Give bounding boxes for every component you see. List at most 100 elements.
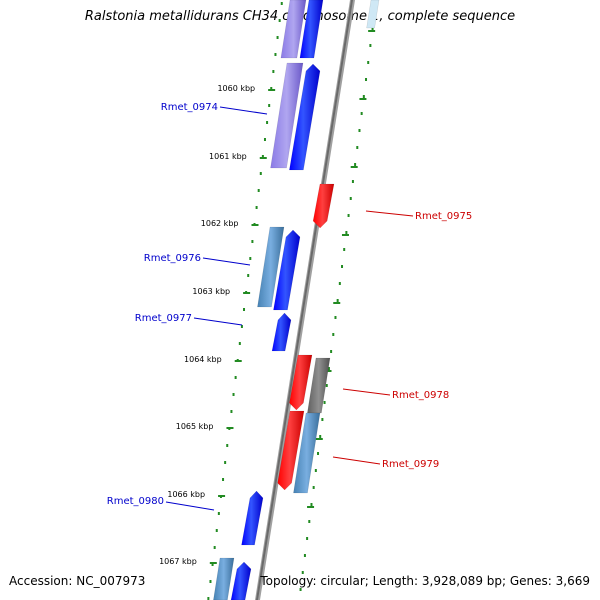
left-track-dot [240,325,243,328]
right-track-dot [330,350,333,353]
right-track-dot [327,367,330,370]
gene-leader-line [332,456,381,465]
right-track-dot [351,180,354,183]
left-major-tick [218,495,226,497]
right-track-dot [332,333,335,336]
cds-arrow-rmet-0979 [277,410,305,491]
right-major-tick [341,234,349,236]
cog-block-bottom [213,557,235,600]
right-track-dot [360,112,363,115]
left-track-dot [222,478,225,481]
tick-label: 1064 kbp [184,355,222,364]
right-track-dot [306,537,309,540]
left-track-dot [263,138,266,141]
topology-text: Topology: circular; Length: 3,928,089 bp… [260,574,590,588]
left-major-tick [226,427,234,429]
left-major-tick [243,292,251,294]
left-major-tick [234,360,242,362]
right-track-dot [365,78,368,81]
left-track-dot [257,189,260,192]
right-major-tick [350,166,358,168]
cds-arrow-rmet-0976 [273,229,301,311]
left-track-dot [207,597,210,600]
tick-label: 1060 kbp [217,84,255,93]
right-track-dot [323,401,326,404]
left-track-dot [226,444,229,447]
gene-leader-line [365,210,414,217]
right-track-dot [312,486,315,489]
feature-arrows [213,0,380,600]
right-track-dot [367,61,370,64]
tick-labels: 1060 kbp 1061 kbp 1062 kbp 1063 kbp 1064 kbp… [159,84,255,566]
cds-arrow-rmet-0975 [312,183,335,229]
backbone [255,0,355,600]
left-track-dot [280,2,283,5]
left-track-dot [209,580,212,583]
left-track-dot [276,36,279,39]
accession-text: Accession: NC_007973 [9,574,146,588]
right-major-tick [315,438,323,440]
gene-leader-line [219,106,268,115]
cds-arrow-rmet-0978 [289,354,313,411]
right-track-dot [301,571,304,574]
right-track-dot [362,95,365,98]
right-track-dot [349,197,352,200]
backbone-core [256,0,353,600]
right-major-tick [324,370,332,372]
right-track-dot [345,231,348,234]
gene-label: Rmet_0977 [135,313,192,324]
gene-label: Rmet_0979 [382,459,439,470]
left-track-dot [249,257,252,260]
cds-arrow-bottom [230,561,252,600]
tick-label: 1065 kbp [176,422,214,431]
gene-label: Rmet_0976 [144,253,201,264]
left-track-dot [224,461,227,464]
left-track-dot [278,19,281,22]
right-tick-dots [299,10,376,591]
cds-arrow-top [299,0,324,59]
left-track-dot [213,546,216,549]
cds-arrow-rmet-0974 [289,63,321,171]
right-track-dot [358,129,361,132]
left-major-tick [209,562,217,564]
left-track-dot [274,53,277,56]
right-track-dot [354,163,357,166]
left-major-tick [268,89,276,91]
faint-block-top [366,0,380,29]
cog-block-rmet-0976 [257,226,285,308]
left-track-dot [215,529,218,532]
right-track-dot [303,554,306,557]
right-track-dot [336,299,339,302]
right-track-dot [341,265,344,268]
tick-label: 1061 kbp [209,152,247,161]
right-major-tick [368,30,376,32]
right-major-tick [333,302,341,304]
left-track-dot [259,172,262,175]
right-track-dot [343,248,346,251]
tick-label: 1067 kbp [159,557,197,566]
tick-label: 1066 kbp [167,490,205,499]
gene-labels: Rmet_0974 Rmet_0975 Rmet_0976 Rmet_0977 Rmet… [107,102,472,511]
right-track-dot [325,384,328,387]
gene-label: Rmet_0980 [107,496,164,507]
gene-leader-line [193,317,243,326]
cds-arrow-rmet-0980 [241,490,264,546]
right-track-dot [299,588,302,591]
left-track-dot [255,206,258,209]
gene-leader-line [342,388,391,396]
gene-label: Rmet_0975 [415,211,472,222]
right-track-dot [347,214,350,217]
gene-label: Rmet_0974 [161,102,218,113]
left-tick-dots [207,2,283,600]
tick-label: 1062 kbp [201,219,239,228]
gene-leader-line [202,257,251,266]
left-track-dot [234,376,237,379]
right-track-dot [371,27,374,30]
cog-block-rmet-0979 [293,412,321,494]
left-track-dot [272,70,275,73]
right-track-dot [308,520,311,523]
right-track-dot [319,435,322,438]
left-track-dot [243,308,246,311]
gene-label: Rmet_0978 [392,390,449,401]
